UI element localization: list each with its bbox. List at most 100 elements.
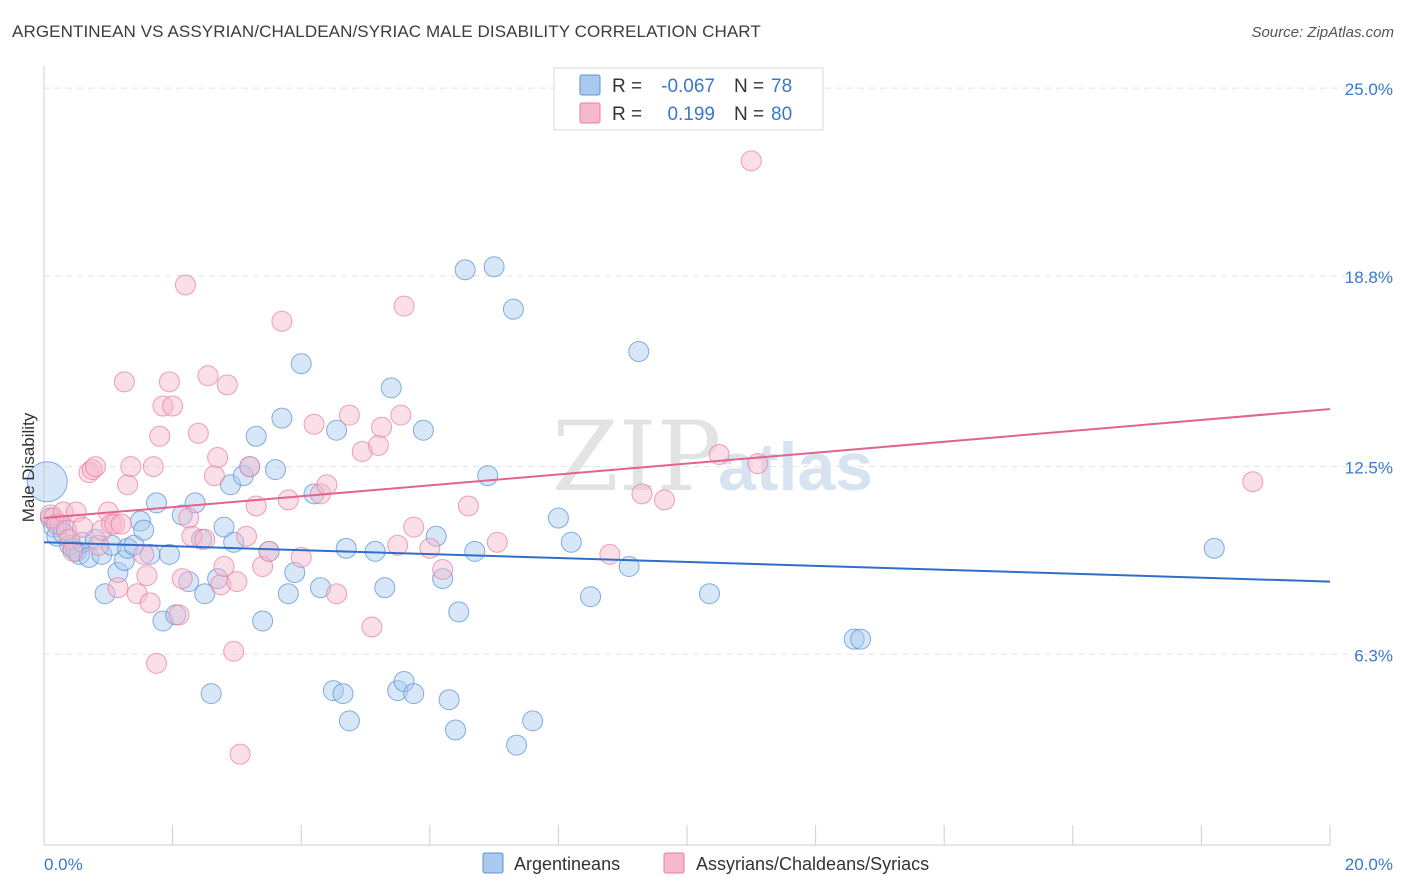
point-s0-51 — [332, 683, 354, 705]
bottom-legend-swatch-assyrians — [663, 852, 685, 874]
data-points — [26, 150, 1264, 765]
point-s0-68 — [477, 465, 499, 487]
series-legend: Argentineans Assyrians/Chaldeans/Syriacs — [482, 852, 929, 874]
point-s1-56 — [303, 413, 325, 435]
watermark: ZIP atlas — [552, 401, 873, 513]
point-s1-73 — [599, 543, 621, 565]
point-s0-21 — [133, 519, 155, 541]
legend-r-value-1: -0.067 — [661, 76, 715, 97]
point-s0-66 — [454, 259, 476, 281]
point-s0-31 — [194, 583, 216, 605]
point-s1-68 — [403, 516, 425, 538]
legend-swatch-assyrians — [579, 102, 601, 124]
point-s1-53 — [271, 310, 293, 332]
bottom-legend-swatch-argentineans — [482, 852, 504, 874]
source-label: Source: ZipAtlas.com — [1251, 24, 1394, 41]
point-s1-24 — [136, 565, 158, 587]
point-s0-74 — [560, 531, 582, 553]
point-s1-70 — [432, 559, 454, 581]
point-s1-69 — [419, 537, 441, 559]
trend-lines — [43, 408, 1331, 583]
chart-title: ARGENTINEAN VS ASSYRIAN/CHALDEAN/SYRIAC … — [12, 22, 761, 41]
point-s0-17 — [113, 549, 135, 571]
point-s1-79 — [1242, 471, 1264, 493]
point-s1-34 — [174, 274, 196, 296]
point-s1-20 — [117, 474, 139, 496]
point-s0-61 — [425, 525, 447, 547]
point-s1-67 — [393, 295, 415, 317]
point-s0-28 — [178, 571, 200, 593]
bottom-legend-label-assyrians: Assyrians/Chaldeans/Syriacs — [696, 854, 929, 874]
point-s1-27 — [146, 652, 168, 674]
point-s0-65 — [448, 601, 470, 623]
point-s1-11 — [84, 456, 106, 478]
y-tick-label-1: 12.5% — [1345, 459, 1393, 478]
bottom-legend-label-argentineans: Argentineans — [514, 854, 620, 874]
series-1-points — [39, 150, 1264, 765]
point-s1-18 — [110, 513, 132, 535]
point-s0-42 — [264, 459, 286, 481]
point-s0-14 — [94, 583, 116, 605]
point-s1-66 — [390, 404, 412, 426]
point-s1-74 — [631, 483, 653, 505]
point-s1-49 — [239, 456, 261, 478]
point-s0-46 — [290, 353, 312, 375]
point-s1-31 — [162, 395, 184, 417]
point-s1-41 — [207, 447, 229, 468]
point-s0-0 — [26, 461, 68, 503]
point-s1-61 — [351, 440, 373, 462]
point-s0-56 — [380, 377, 402, 399]
point-s1-64 — [371, 416, 393, 438]
legend-n-label-1: N = — [734, 76, 764, 97]
point-s0-39 — [245, 425, 267, 447]
watermark-atlas: atlas — [718, 429, 873, 505]
point-s1-19 — [113, 371, 135, 393]
point-s1-47 — [229, 743, 251, 765]
point-s0-52 — [335, 537, 357, 559]
point-s1-22 — [126, 583, 148, 605]
point-s0-25 — [158, 543, 180, 565]
point-s0-79 — [843, 628, 865, 650]
legend-r-value-2: 0.199 — [667, 104, 715, 125]
legend-r-label-2: R = — [612, 104, 642, 125]
point-s1-23 — [133, 543, 155, 565]
tick-labels: 6.3% 12.5% 18.8% 25.0% 0.0% 20.0% — [44, 80, 1393, 874]
point-s0-43 — [271, 407, 293, 429]
legend-swatch-argentineans — [579, 74, 601, 96]
point-s1-8 — [72, 516, 94, 538]
point-s1-35 — [178, 507, 200, 529]
point-s1-28 — [149, 425, 171, 447]
x-tick-label-0: 0.0% — [44, 855, 83, 874]
y-tick-label-0: 6.3% — [1354, 646, 1393, 665]
point-s0-16 — [107, 562, 129, 584]
point-s0-18 — [117, 537, 139, 559]
point-s1-72 — [486, 531, 508, 553]
point-s1-42 — [210, 574, 232, 596]
point-s1-55 — [290, 546, 312, 568]
point-s1-48 — [236, 525, 258, 547]
point-s0-22 — [139, 543, 161, 565]
point-s1-62 — [361, 616, 383, 638]
point-s1-43 — [213, 555, 235, 577]
point-s0-24 — [152, 610, 174, 632]
point-s1-54 — [277, 489, 299, 511]
point-s0-62 — [432, 568, 454, 590]
point-s0-75 — [580, 586, 602, 608]
legend-r-label-1: R = — [612, 76, 642, 97]
point-s1-45 — [223, 640, 245, 662]
point-s1-71 — [457, 495, 479, 517]
legend-n-label-2: N = — [734, 104, 764, 125]
point-s0-48 — [309, 577, 331, 599]
point-s0-80 — [850, 628, 872, 650]
watermark-zip: ZIP — [552, 401, 721, 513]
point-s1-75 — [653, 489, 675, 511]
point-s1-38 — [194, 528, 216, 550]
point-s0-34 — [213, 516, 235, 538]
point-s1-77 — [740, 150, 762, 172]
point-s0-55 — [374, 577, 396, 599]
point-s1-9 — [78, 462, 100, 484]
point-s0-76 — [618, 555, 640, 577]
y-tick-label-3: 25.0% — [1345, 80, 1393, 99]
point-s1-39 — [197, 365, 219, 387]
point-s1-59 — [326, 583, 348, 605]
